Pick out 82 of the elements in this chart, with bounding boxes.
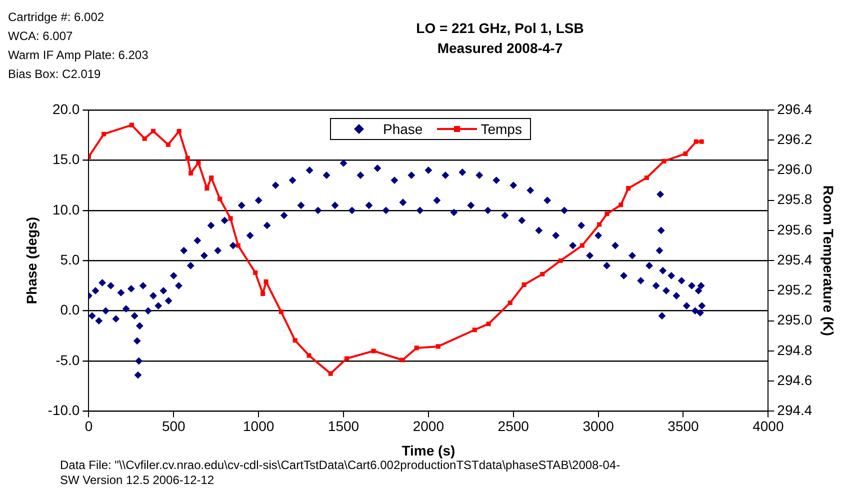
point [558,258,563,263]
point [580,243,584,248]
x-tick-label: 500 [162,418,186,434]
y-tick-label: 5.0 [60,251,80,268]
point [328,371,333,376]
y2-tick-label: 296.0 [777,161,812,178]
x-axis-title: Time (s) [402,442,456,458]
point [694,139,698,144]
text: Data File: "\\Cvfiler.cv.nrao.edu\cv-cdl-sis\CartTstData\Cart6.002productionTSTdata\phaseSTAB\2008-04- [60,458,620,473]
chart-title: LO = 221 GHz, Pol 1, LSB [415,19,585,38]
point [618,202,624,208]
point [699,139,704,144]
x-tick-label: 2000 [412,418,444,434]
point [306,353,312,358]
point [597,222,602,227]
chart-subtitle: Measured 2008-4-7 [436,39,564,58]
text: Cartridge #: 6.002 [8,9,106,26]
point [436,344,440,349]
point [344,356,349,361]
point [209,176,214,180]
y-tick-label: 20.0 [52,100,80,117]
point [196,160,201,165]
point [264,279,268,284]
point [472,328,477,332]
y2-tick-label: 296.4 [777,100,812,117]
point [371,348,376,354]
point [102,132,106,136]
y2-tick-label: 296.2 [777,130,812,147]
point [260,291,266,296]
x-tick-label: 3500 [668,418,700,434]
point [540,272,545,276]
y-tick-label: 0.0 [60,302,80,318]
x-tick-label: 2500 [498,418,530,434]
y2-tick-label: 295.0 [777,312,812,328]
point [166,142,170,147]
point [644,176,649,180]
point [278,310,284,314]
point [228,216,233,221]
y2-tick-label: 294.8 [777,342,812,358]
point [142,136,147,141]
point [683,151,688,156]
point [188,170,194,176]
point [662,158,666,164]
x-tick-label: 1000 [242,418,274,434]
legend-label: Temps [480,121,522,137]
point [185,156,190,160]
y2-tick-label: 294.6 [777,372,812,388]
x-tick-label: 0 [84,418,93,434]
point [508,300,512,306]
point [486,322,491,326]
y2-tick-label: 295.6 [777,221,812,238]
legend-label: Phase [383,121,423,137]
y-tick-label: -10.0 [48,402,80,418]
y-tick-label: -5.0 [56,352,80,368]
point [150,128,156,134]
point [218,196,222,202]
text: SW Version 12.5 2006-12-12 [60,473,216,488]
point [522,282,526,287]
point [414,346,419,350]
y-tick-label: 15.0 [52,151,80,168]
point [626,186,631,191]
y2-tick-label: 295.4 [777,251,812,268]
text: Warm IF Amp Plate: 6.203 [8,47,148,64]
point [204,186,210,191]
y2-tick-label: 294.4 [777,402,812,418]
y-axis-title: Phase (degs) [23,217,40,304]
y2-axis-title: Room Temperature (K) [820,185,837,336]
text: Bias Box: C2.019 [8,66,102,83]
x-tick-label: 4000 [752,418,784,434]
y2-tick-label: 295.2 [777,282,812,298]
y2-tick-label: 295.8 [777,191,812,208]
text: WCA: 6.007 [8,28,74,45]
point [292,338,298,343]
y-tick-label: 10.0 [52,201,80,218]
point [236,243,240,248]
point [176,128,182,134]
point [253,270,258,275]
point [129,122,134,128]
x-tick-label: 3000 [582,418,614,434]
point [400,358,405,362]
x-tick-label: 1500 [328,418,360,434]
point [604,212,610,216]
